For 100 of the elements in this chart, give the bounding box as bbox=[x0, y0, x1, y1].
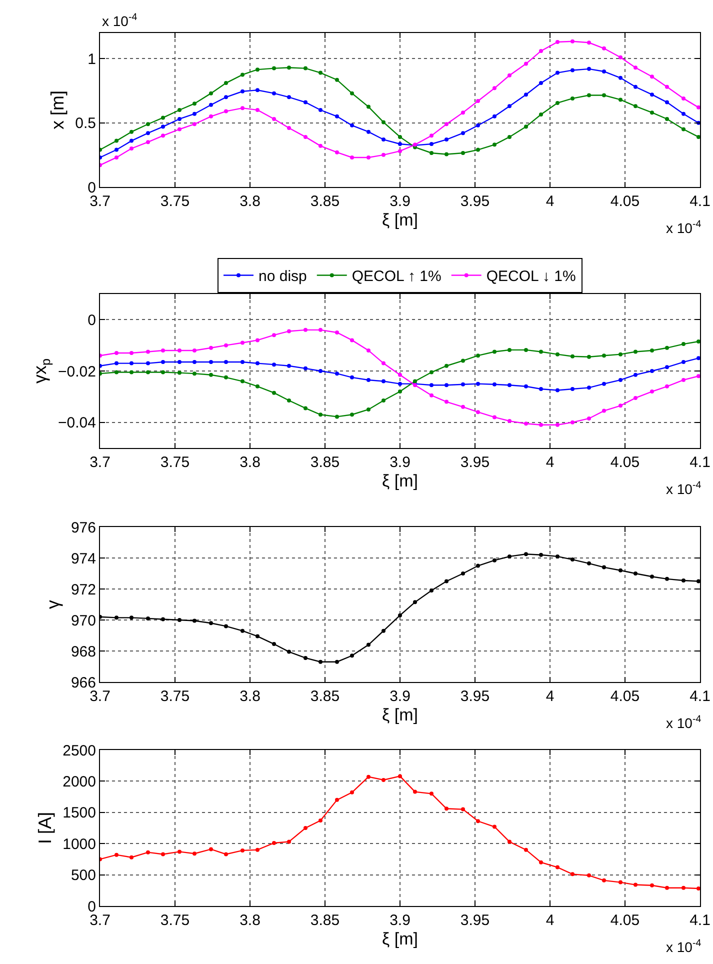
point bbox=[130, 616, 134, 620]
point bbox=[130, 138, 134, 143]
point bbox=[256, 88, 260, 92]
point bbox=[350, 412, 354, 417]
point bbox=[602, 354, 606, 358]
point bbox=[539, 350, 543, 354]
point bbox=[508, 554, 512, 558]
point bbox=[413, 790, 417, 794]
point bbox=[682, 342, 686, 346]
point bbox=[161, 124, 165, 129]
point bbox=[634, 84, 638, 89]
point bbox=[256, 384, 260, 388]
x-tick-label: 3.9 bbox=[390, 454, 410, 471]
point bbox=[570, 354, 574, 358]
point bbox=[178, 850, 182, 854]
point bbox=[539, 112, 543, 116]
point bbox=[304, 328, 308, 332]
point bbox=[508, 419, 512, 424]
point bbox=[398, 382, 402, 386]
point bbox=[318, 108, 322, 112]
point bbox=[602, 70, 606, 74]
point bbox=[492, 558, 496, 562]
x-tick-label: 3.95 bbox=[460, 454, 490, 471]
line-series bbox=[100, 39, 700, 168]
text: x 10$^{-4}$ bbox=[666, 219, 702, 236]
point bbox=[556, 554, 560, 558]
point bbox=[682, 96, 686, 100]
point bbox=[382, 778, 386, 782]
point bbox=[224, 375, 228, 380]
point bbox=[382, 379, 386, 384]
point bbox=[240, 379, 244, 384]
point bbox=[209, 372, 213, 377]
point bbox=[366, 408, 370, 412]
point bbox=[696, 374, 700, 378]
point bbox=[240, 360, 244, 364]
x-tick-label: 3.75 bbox=[160, 454, 190, 471]
point bbox=[224, 624, 228, 628]
point bbox=[539, 48, 543, 53]
x-tick-label: 4.1 bbox=[690, 454, 710, 471]
point bbox=[209, 102, 213, 107]
point bbox=[682, 112, 686, 116]
point bbox=[114, 370, 118, 374]
y-tick-label: 1000 bbox=[62, 836, 96, 853]
point bbox=[366, 155, 370, 160]
point bbox=[272, 362, 276, 367]
point bbox=[398, 390, 402, 394]
point bbox=[556, 70, 560, 75]
point bbox=[178, 127, 182, 132]
point bbox=[398, 372, 402, 377]
x-tick-label: 4.1 bbox=[690, 912, 710, 929]
y-tick-label: 0 bbox=[88, 312, 96, 329]
point bbox=[430, 792, 434, 796]
x-axis-title: ξ [m] bbox=[382, 471, 418, 490]
point bbox=[634, 572, 638, 576]
y-tick-label: −0.04 bbox=[58, 414, 96, 432]
point bbox=[570, 39, 574, 44]
point bbox=[618, 568, 622, 572]
point bbox=[492, 86, 496, 90]
point bbox=[318, 328, 322, 332]
point bbox=[398, 774, 402, 778]
point bbox=[335, 114, 339, 118]
point bbox=[524, 848, 528, 852]
point bbox=[634, 66, 638, 70]
point bbox=[130, 370, 134, 374]
point bbox=[287, 95, 291, 100]
point bbox=[114, 852, 118, 857]
point bbox=[240, 628, 244, 633]
point bbox=[130, 351, 134, 356]
point bbox=[508, 383, 512, 388]
point bbox=[539, 422, 543, 427]
point bbox=[240, 848, 244, 852]
point bbox=[366, 130, 370, 134]
point bbox=[335, 660, 339, 664]
point bbox=[696, 134, 700, 139]
point bbox=[130, 855, 134, 860]
point bbox=[524, 92, 528, 97]
point bbox=[318, 660, 322, 664]
point bbox=[587, 416, 591, 420]
point bbox=[444, 400, 448, 404]
point bbox=[492, 415, 496, 420]
point bbox=[682, 578, 686, 582]
point bbox=[587, 873, 591, 878]
point bbox=[178, 370, 182, 375]
point bbox=[634, 104, 638, 108]
x-tick-label: 4.1 bbox=[690, 688, 710, 705]
y-tick-label: 1500 bbox=[62, 804, 96, 822]
point bbox=[602, 408, 606, 413]
point bbox=[114, 616, 118, 620]
point bbox=[224, 360, 228, 364]
point bbox=[304, 406, 308, 410]
point bbox=[650, 574, 654, 579]
point bbox=[318, 70, 322, 75]
point bbox=[304, 656, 308, 660]
point bbox=[665, 84, 669, 89]
point bbox=[350, 123, 354, 128]
point bbox=[350, 654, 354, 658]
point bbox=[650, 390, 654, 394]
point bbox=[461, 150, 465, 155]
point bbox=[366, 104, 370, 109]
point bbox=[366, 348, 370, 352]
